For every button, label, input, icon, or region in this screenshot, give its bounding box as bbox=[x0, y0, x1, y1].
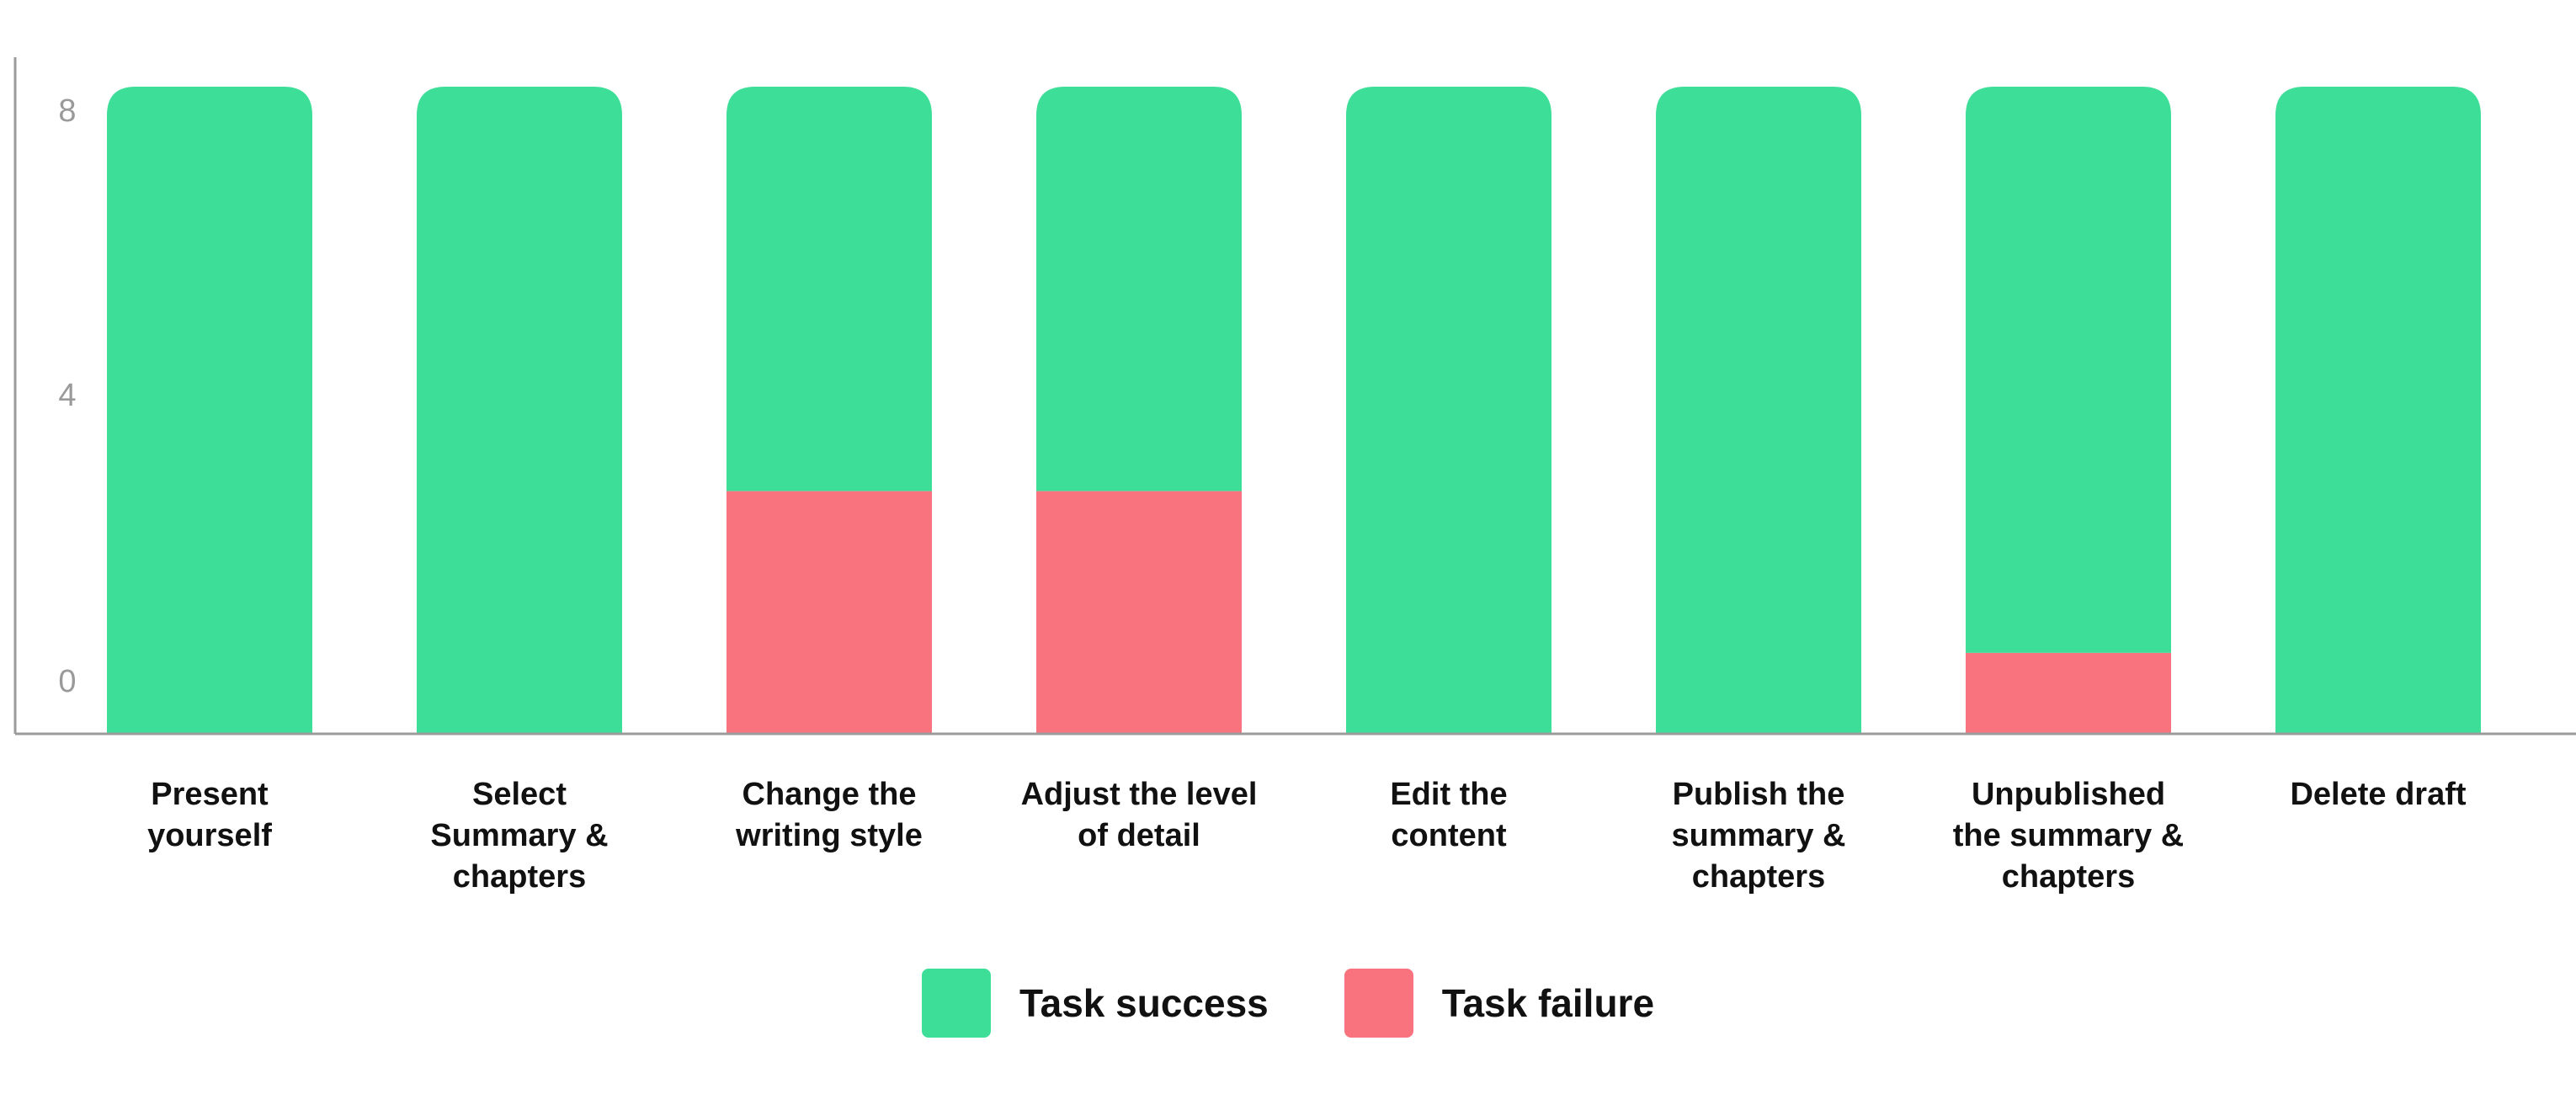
bar-success bbox=[2275, 87, 2481, 734]
bar-success bbox=[1966, 87, 2171, 653]
x-tick-label-line: chapters bbox=[1692, 859, 1825, 895]
x-tick-label: Delete draft bbox=[2290, 777, 2466, 812]
bar-stack bbox=[726, 87, 932, 734]
x-tick-label-line: yourself bbox=[147, 818, 272, 853]
bar-success bbox=[726, 87, 932, 491]
bar-success bbox=[1346, 87, 1551, 734]
bar-success bbox=[1656, 87, 1861, 734]
x-tick-label-line: writing style bbox=[735, 818, 923, 853]
axes bbox=[13, 57, 2576, 736]
x-tick-label: Present yourself bbox=[147, 777, 272, 853]
x-tick-label-line: content bbox=[1391, 818, 1507, 853]
x-tick-label: Edit the content bbox=[1390, 777, 1507, 853]
x-tick-label: Unpublished the summary & chapters bbox=[1953, 777, 2185, 895]
bar-group bbox=[107, 87, 2481, 734]
x-tick-label-line: chapters bbox=[453, 859, 586, 895]
x-axis-labels: Present yourself Select Summary & chapters Ch… bbox=[147, 777, 2467, 895]
legend-item-failure: Task failure bbox=[1344, 969, 1654, 1038]
x-tick-label-line: Edit the bbox=[1390, 777, 1507, 812]
y-tick-label-8: 8 bbox=[58, 93, 76, 129]
bar-success bbox=[107, 87, 312, 734]
x-tick-label: Change the writing style bbox=[735, 777, 923, 853]
x-tick-label-line: Present bbox=[151, 777, 269, 812]
bar-stack bbox=[1656, 87, 1861, 734]
x-tick-label-line: Delete draft bbox=[2290, 777, 2466, 812]
y-tick-label-4: 4 bbox=[58, 378, 76, 413]
x-tick-label-line: the summary & bbox=[1953, 818, 2185, 853]
legend-swatch-success bbox=[921, 969, 991, 1038]
bar-stack bbox=[1346, 87, 1551, 734]
x-tick-label-line: chapters bbox=[2002, 859, 2135, 895]
bar-success bbox=[417, 87, 622, 734]
legend-swatch-failure bbox=[1344, 969, 1413, 1038]
x-tick-label: Adjust the level of detail bbox=[1021, 777, 1258, 853]
legend-label-success: Task success bbox=[1019, 981, 1269, 1025]
bar-stack bbox=[2275, 87, 2481, 734]
bar-failure bbox=[1036, 491, 1242, 734]
bar-stack bbox=[107, 87, 312, 734]
legend-item-success: Task success bbox=[921, 969, 1269, 1038]
bar-failure bbox=[726, 491, 932, 734]
y-axis-ticks: 0 4 8 bbox=[58, 93, 76, 699]
x-tick-label-line: Change the bbox=[742, 777, 917, 812]
x-tick-label: Publish the summary & chapters bbox=[1672, 777, 1846, 895]
x-tick-label-line: Publish the bbox=[1673, 777, 1845, 812]
legend-label-failure: Task failure bbox=[1441, 981, 1655, 1025]
x-tick-label-line: Unpublished bbox=[1972, 777, 2165, 812]
bar-success bbox=[1036, 87, 1242, 491]
x-tick-label: Select Summary & chapters bbox=[430, 777, 608, 895]
x-tick-label-line: of detail bbox=[1078, 818, 1200, 853]
x-tick-label-line: Summary & bbox=[430, 818, 608, 853]
bar-failure bbox=[1966, 652, 2171, 734]
x-tick-label-line: summary & bbox=[1672, 818, 1846, 853]
legend: Task success Task failure bbox=[0, 966, 2576, 1040]
x-tick-label-line: Select bbox=[472, 777, 567, 812]
bar-stack bbox=[417, 87, 622, 734]
x-tick-label-line: Adjust the level bbox=[1021, 777, 1258, 812]
bar-stack bbox=[1036, 87, 1242, 734]
y-tick-label-0: 0 bbox=[58, 664, 76, 699]
bar-stack bbox=[1966, 87, 2171, 734]
